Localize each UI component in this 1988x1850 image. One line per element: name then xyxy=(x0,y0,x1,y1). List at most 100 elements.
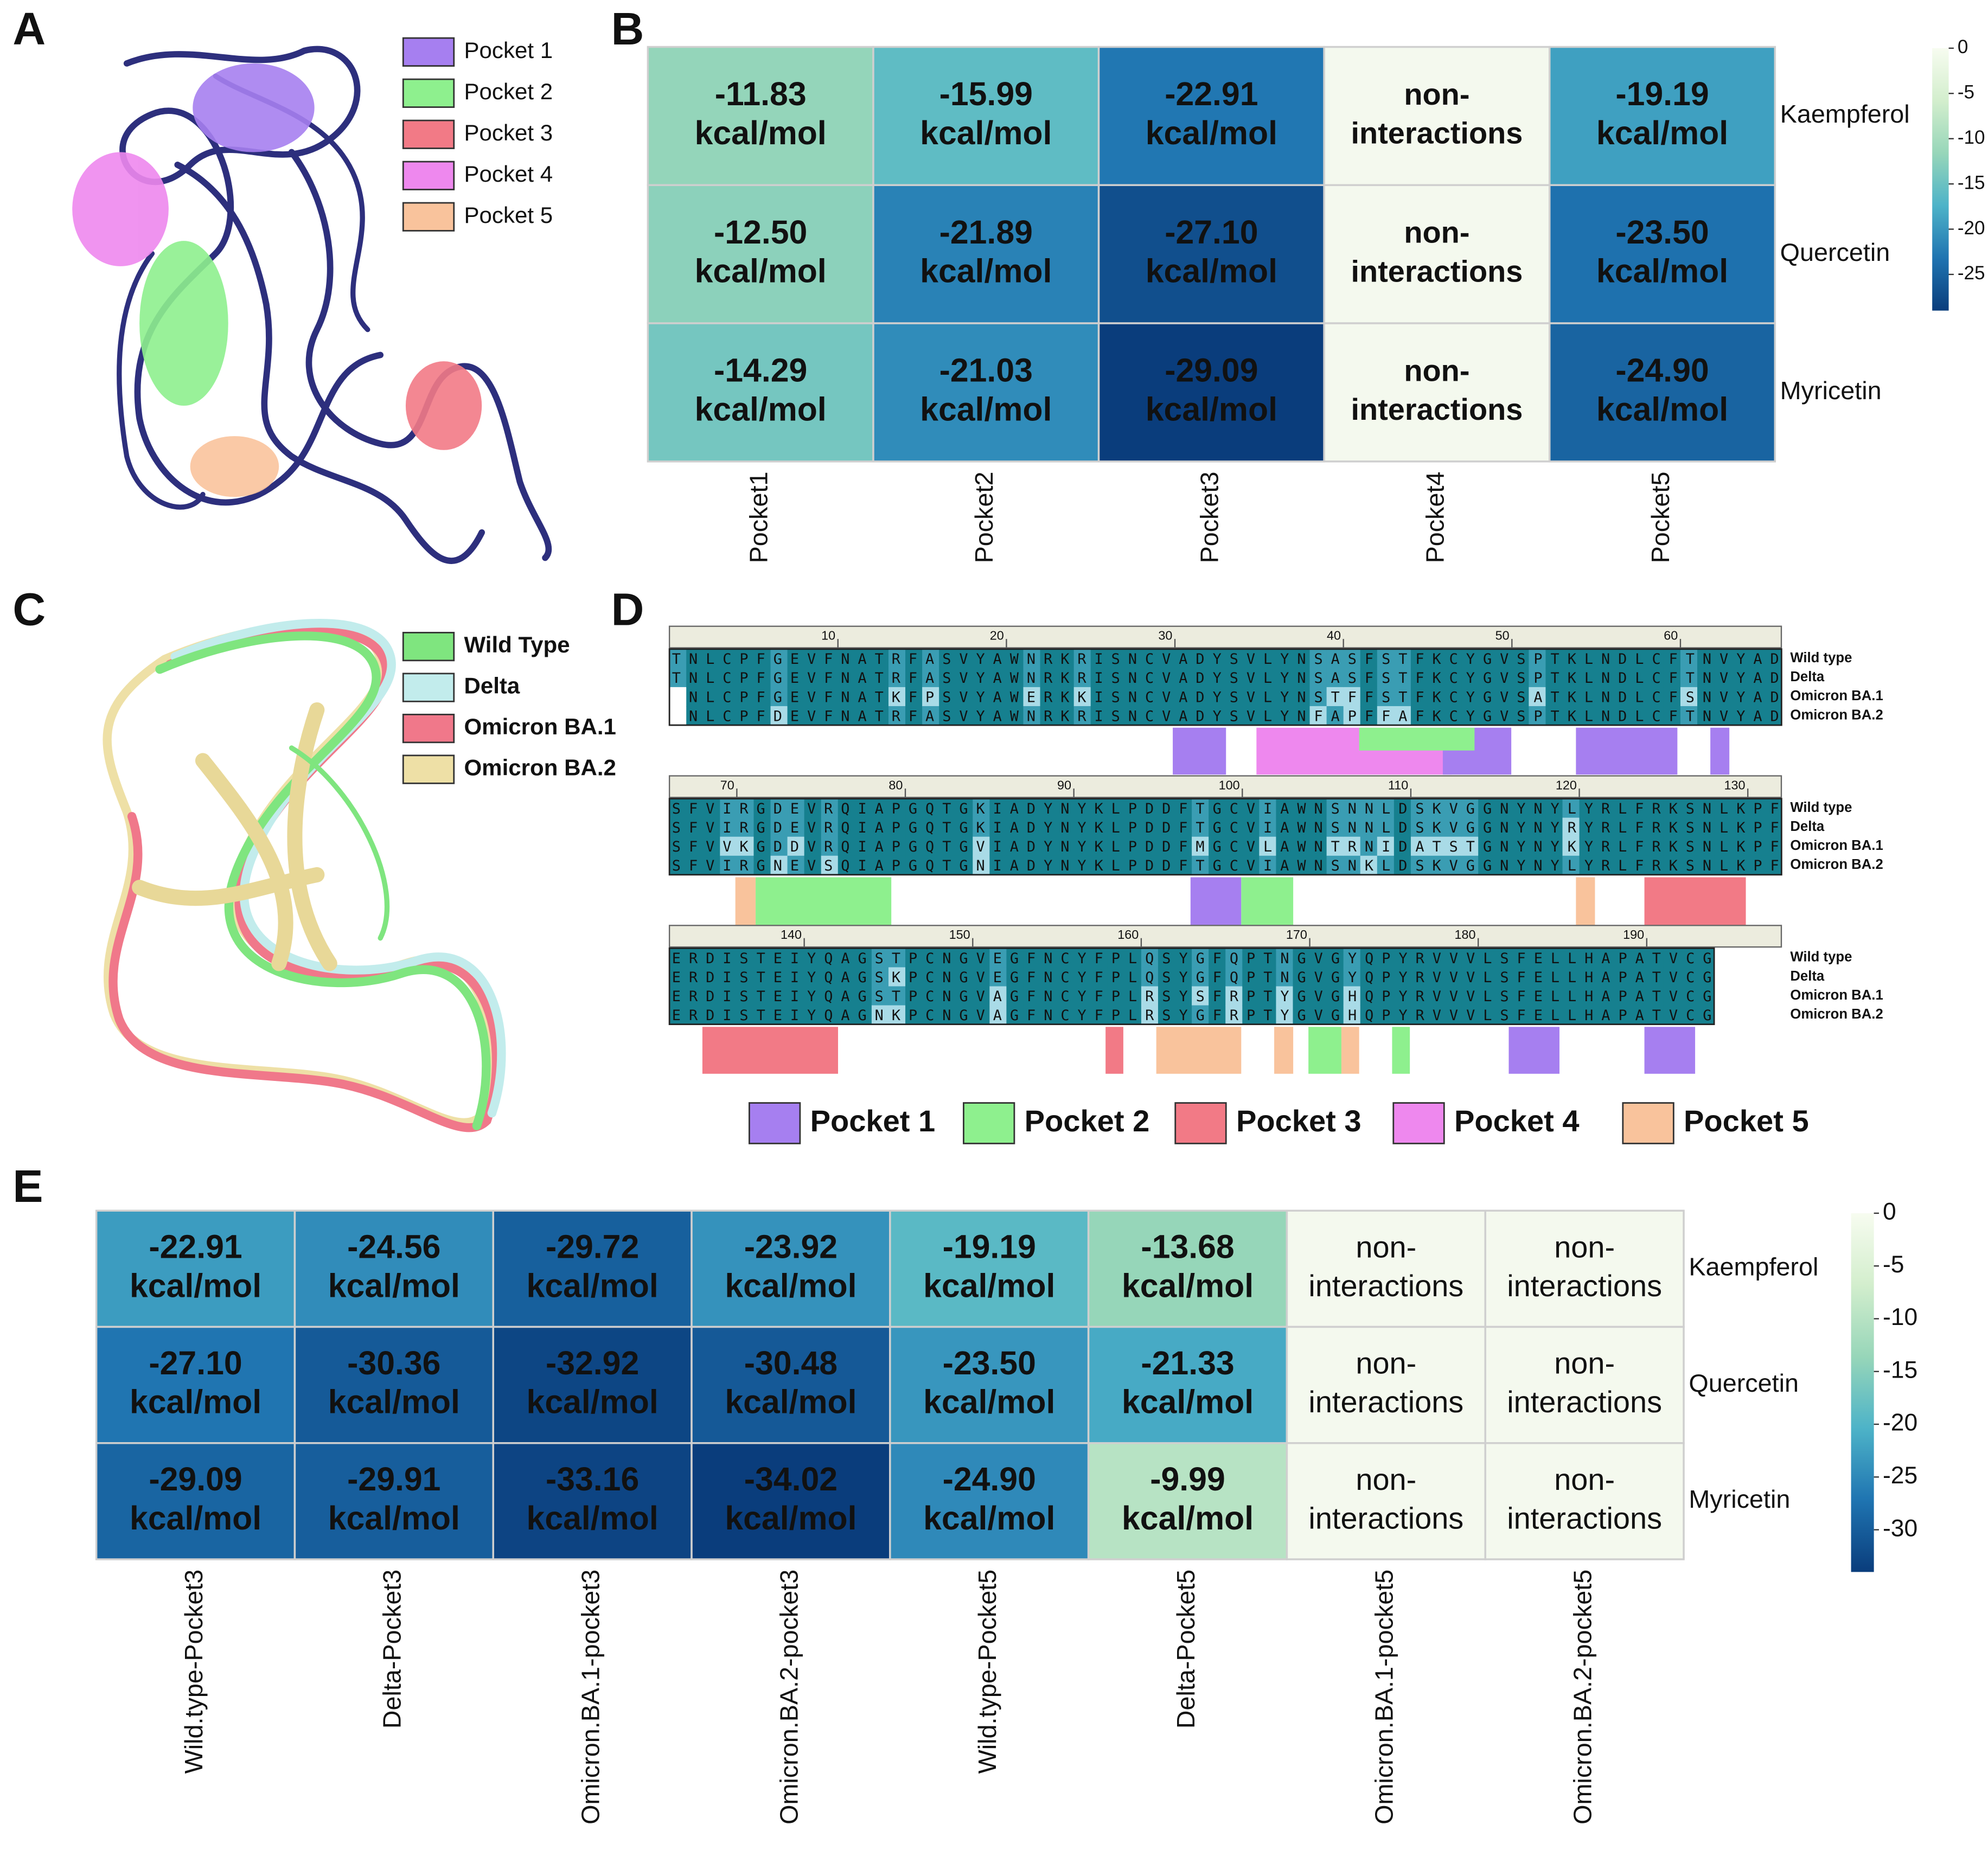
residue-cell xyxy=(1427,855,1445,875)
residue-cell xyxy=(1613,967,1631,987)
residue-cell xyxy=(1410,836,1428,856)
residue-cell xyxy=(1663,986,1681,1006)
cell-label-line: -23.92 xyxy=(744,1228,838,1265)
residue-cell xyxy=(669,967,687,987)
alignment-frame xyxy=(668,648,1782,726)
residue-cell xyxy=(1343,967,1361,987)
residue-cell xyxy=(686,986,704,1006)
column-label: Delta-Pocket5 xyxy=(1172,1570,1200,1729)
residue-cell xyxy=(770,855,788,875)
residue-cell xyxy=(1006,986,1024,1006)
residue-cell xyxy=(1629,986,1647,1006)
residue-cell xyxy=(871,948,889,968)
residue-cell xyxy=(1495,986,1513,1006)
cell-label: -33.16 kcal/mol xyxy=(527,1461,659,1537)
panel-label: E xyxy=(12,1161,43,1212)
residue-cell xyxy=(939,668,956,688)
residue-cell xyxy=(1529,817,1546,837)
residue-cell xyxy=(854,687,872,707)
sequence-name: Wild type xyxy=(1790,950,1852,965)
residue-cell xyxy=(703,967,721,987)
cell-label: -24.90 kcal/mol xyxy=(1596,352,1728,428)
pocket-bar xyxy=(1644,1027,1696,1074)
residue-cell xyxy=(1073,986,1091,1006)
residue-cell xyxy=(888,836,906,856)
residue-cell xyxy=(1680,649,1698,669)
residue-cell xyxy=(787,798,805,818)
cell-label-line: -14.29 xyxy=(714,352,807,389)
residue-cell xyxy=(1646,706,1664,726)
residue-cell xyxy=(1444,706,1462,726)
colorbar-tick-label: -25 xyxy=(1958,263,1985,284)
residue-cell xyxy=(1293,1005,1311,1025)
cell-label-line: kcal/mol xyxy=(130,1267,261,1304)
residue-cell xyxy=(973,706,990,726)
residue-cell xyxy=(1646,967,1664,987)
residue-cell xyxy=(1023,836,1041,856)
residue-cell xyxy=(854,855,872,875)
residue-cell xyxy=(1765,855,1782,875)
residue-cell xyxy=(1596,1005,1614,1025)
residue-cell xyxy=(1579,986,1597,1006)
residue-cell xyxy=(838,1005,855,1025)
residue-cell xyxy=(1073,687,1091,707)
heatmap-cell xyxy=(647,322,874,463)
panel-label: C xyxy=(12,584,46,635)
legend-label: Wild Type xyxy=(464,632,570,657)
residue-cell xyxy=(1714,668,1731,688)
residue-cell xyxy=(854,649,872,669)
residue-cell xyxy=(1209,967,1226,987)
residue-cell xyxy=(720,1005,738,1025)
residue-cell xyxy=(1613,1005,1631,1025)
residue-cell xyxy=(1175,836,1192,856)
residue-cell xyxy=(804,687,822,707)
residue-cell xyxy=(1141,967,1159,987)
residue-cell xyxy=(1006,687,1024,707)
residue-cell xyxy=(1461,836,1479,856)
residue-cell xyxy=(1478,687,1495,707)
residue-cell xyxy=(989,706,1007,726)
residue-cell xyxy=(1209,649,1226,669)
cell-label: non-interactions xyxy=(1351,77,1523,150)
residue-cell xyxy=(821,706,839,726)
residue-cell xyxy=(1427,668,1445,688)
legend-swatch xyxy=(402,673,455,702)
residue-cell xyxy=(1393,668,1411,688)
sequence-name: Omicron BA.1 xyxy=(1790,988,1883,1003)
residue-cell xyxy=(1545,706,1563,726)
residue-cell xyxy=(1427,817,1445,837)
residue-cell xyxy=(1023,967,1041,987)
residue-cell xyxy=(669,798,687,818)
residue-cell xyxy=(1680,986,1698,1006)
residue-cell xyxy=(1158,668,1175,688)
residue-cell xyxy=(1748,798,1765,818)
residue-cell xyxy=(1393,817,1411,837)
legend-label: Pocket 5 xyxy=(1684,1104,1809,1138)
residue-cell xyxy=(1529,855,1546,875)
residue-cell xyxy=(1512,836,1530,856)
residue-cell xyxy=(1158,706,1175,726)
residue-cell xyxy=(1596,836,1614,856)
residue-cell xyxy=(838,986,855,1006)
residue-cell xyxy=(1326,1005,1344,1025)
ruler-label: 10 xyxy=(821,629,835,643)
residue-cell xyxy=(1259,836,1277,856)
residue-cell xyxy=(871,1005,889,1025)
residue-cell xyxy=(1731,817,1748,837)
cell-label-line: interactions xyxy=(1351,116,1523,150)
residue-cell xyxy=(1360,798,1378,818)
residue-cell xyxy=(787,855,805,875)
pocket-bar xyxy=(1190,877,1242,926)
heatmap-cell xyxy=(1323,322,1551,463)
heatmap-cell xyxy=(492,1209,693,1328)
residue-cell xyxy=(1276,687,1294,707)
cell-label-line: -12.50 xyxy=(714,214,807,251)
residue-cell xyxy=(686,1005,704,1025)
residue-cell xyxy=(1090,687,1108,707)
residue-cell xyxy=(939,649,956,669)
residue-cell xyxy=(1124,668,1142,688)
residue-cell xyxy=(1512,855,1530,875)
cell-label: -11.83 kcal/mol xyxy=(695,75,827,151)
cell-label: -29.72 kcal/mol xyxy=(527,1228,659,1304)
residue-cell xyxy=(720,649,738,669)
